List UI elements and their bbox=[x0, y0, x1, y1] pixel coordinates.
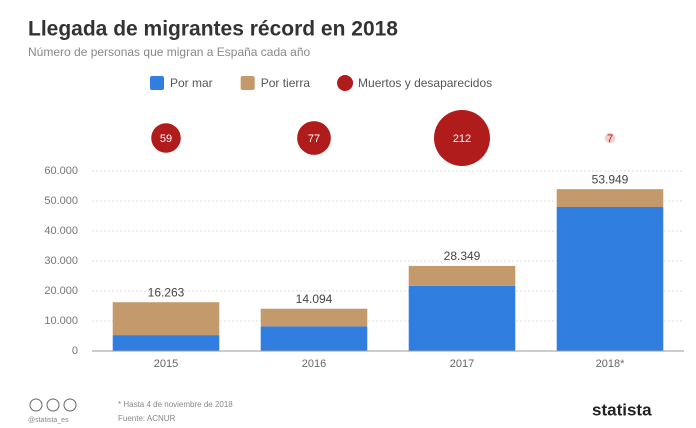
bar-segment bbox=[260, 308, 368, 327]
legend-swatch bbox=[150, 76, 164, 90]
x-tick-label: 2016 bbox=[302, 358, 326, 370]
bar-segment bbox=[408, 285, 516, 351]
y-tick-label: 40.000 bbox=[44, 225, 78, 237]
bubble bbox=[434, 110, 490, 166]
total-label: 28.349 bbox=[444, 249, 481, 263]
bubble bbox=[151, 123, 181, 153]
total-label: 53.949 bbox=[592, 172, 629, 186]
chart-title: Llegada de migrantes récord en 2018 bbox=[28, 18, 398, 41]
bubble-label: 7 bbox=[607, 133, 613, 145]
legend-label: Por mar bbox=[170, 76, 213, 90]
bubble-label: 59 bbox=[160, 133, 172, 145]
bar-segment bbox=[260, 326, 368, 351]
legend-swatch bbox=[337, 75, 354, 91]
total-label: 16.263 bbox=[148, 285, 185, 299]
y-tick-label: 50.000 bbox=[44, 195, 78, 207]
legend-label: Muertos y desaparecidos bbox=[358, 76, 492, 90]
x-tick-label: 2018* bbox=[596, 358, 625, 370]
x-tick-label: 2017 bbox=[450, 358, 474, 370]
handle: @statista_es bbox=[28, 417, 69, 424]
y-tick-label: 30.000 bbox=[44, 255, 78, 267]
y-tick-label: 60.000 bbox=[44, 165, 78, 177]
y-tick-label: 0 bbox=[72, 345, 78, 357]
y-tick-label: 20.000 bbox=[44, 285, 78, 297]
bar-segment bbox=[112, 335, 220, 351]
source: Fuente: ACNUR bbox=[118, 414, 176, 423]
y-tick-label: 10.000 bbox=[44, 315, 78, 327]
legend-swatch bbox=[240, 76, 255, 90]
bar-segment bbox=[408, 265, 516, 286]
bar-segment bbox=[112, 302, 220, 336]
bar-segment bbox=[556, 189, 664, 207]
bubble-label: 77 bbox=[308, 133, 320, 145]
total-label: 14.094 bbox=[296, 292, 333, 306]
legend-label: Por tierra bbox=[261, 76, 311, 90]
footnote: * Hasta 4 de noviembre de 2018 bbox=[118, 400, 233, 409]
x-tick-label: 2015 bbox=[154, 358, 178, 370]
bubble bbox=[604, 132, 616, 144]
bubble-label: 212 bbox=[453, 133, 471, 145]
bubble bbox=[297, 121, 331, 155]
bar-segment bbox=[556, 207, 664, 351]
chart-subtitle: Número de personas que migran a España c… bbox=[28, 45, 311, 59]
cc-icons bbox=[29, 398, 77, 412]
brand: statista bbox=[592, 400, 652, 419]
